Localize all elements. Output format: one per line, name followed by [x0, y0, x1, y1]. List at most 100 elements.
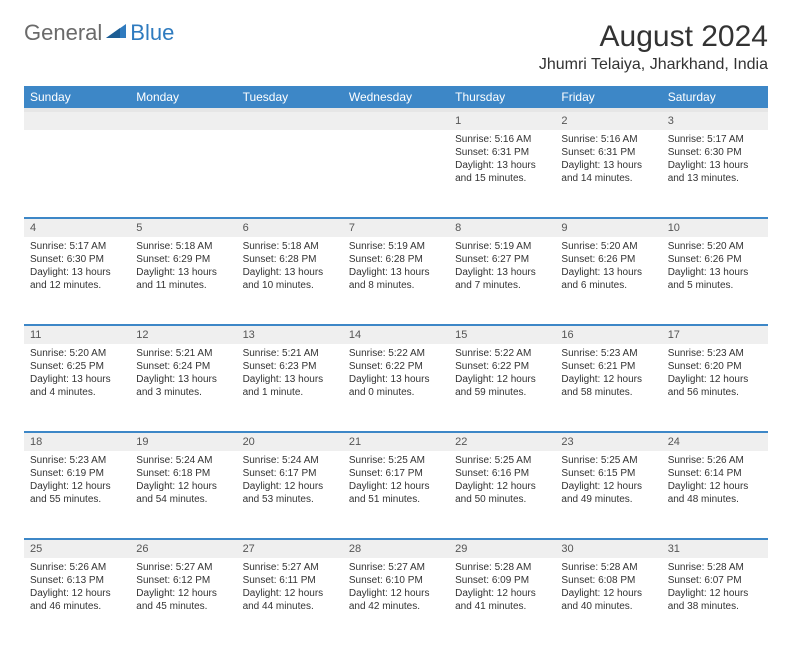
sunset-line: Sunset: 6:22 PM: [455, 360, 549, 373]
daylight-line-1: Daylight: 13 hours: [136, 373, 230, 386]
daylight-line-2: and 53 minutes.: [243, 493, 337, 506]
day-number-cell: 8: [449, 218, 555, 237]
day-cell: Sunrise: 5:18 AMSunset: 6:29 PMDaylight:…: [130, 237, 236, 325]
day-cell: Sunrise: 5:19 AMSunset: 6:27 PMDaylight:…: [449, 237, 555, 325]
day-cell: Sunrise: 5:16 AMSunset: 6:31 PMDaylight:…: [555, 130, 661, 218]
daylight-line-1: Daylight: 12 hours: [668, 480, 762, 493]
sunset-line: Sunset: 6:11 PM: [243, 574, 337, 587]
daylight-line-2: and 49 minutes.: [561, 493, 655, 506]
sunrise-line: Sunrise: 5:16 AM: [561, 133, 655, 146]
day-number-cell: 12: [130, 325, 236, 344]
day-cell-body: Sunrise: 5:23 AMSunset: 6:21 PMDaylight:…: [555, 344, 661, 405]
sunset-line: Sunset: 6:28 PM: [243, 253, 337, 266]
daylight-line-1: Daylight: 13 hours: [349, 373, 443, 386]
weekday-header: Monday: [130, 86, 236, 110]
day-cell-body: Sunrise: 5:22 AMSunset: 6:22 PMDaylight:…: [449, 344, 555, 405]
sunrise-line: Sunrise: 5:22 AM: [349, 347, 443, 360]
day-cell: Sunrise: 5:26 AMSunset: 6:13 PMDaylight:…: [24, 558, 130, 646]
day-cell: Sunrise: 5:26 AMSunset: 6:14 PMDaylight:…: [662, 451, 768, 539]
day-cell-body: Sunrise: 5:18 AMSunset: 6:28 PMDaylight:…: [237, 237, 343, 298]
daylight-line-1: Daylight: 13 hours: [136, 266, 230, 279]
day-number-cell: 26: [130, 539, 236, 558]
daylight-line-2: and 15 minutes.: [455, 172, 549, 185]
weekday-header: Sunday: [24, 86, 130, 110]
day-cell-body: Sunrise: 5:16 AMSunset: 6:31 PMDaylight:…: [555, 130, 661, 191]
day-number-cell: 10: [662, 218, 768, 237]
day-cell: Sunrise: 5:27 AMSunset: 6:12 PMDaylight:…: [130, 558, 236, 646]
sunrise-line: Sunrise: 5:17 AM: [30, 240, 124, 253]
sunrise-line: Sunrise: 5:28 AM: [455, 561, 549, 574]
day-cell: [343, 130, 449, 218]
daylight-line-2: and 5 minutes.: [668, 279, 762, 292]
day-cell-body: Sunrise: 5:28 AMSunset: 6:08 PMDaylight:…: [555, 558, 661, 619]
sunrise-line: Sunrise: 5:23 AM: [668, 347, 762, 360]
daylight-line-1: Daylight: 12 hours: [561, 587, 655, 600]
day-number-cell: [130, 110, 236, 130]
daylight-line-1: Daylight: 13 hours: [455, 159, 549, 172]
sunrise-line: Sunrise: 5:17 AM: [668, 133, 762, 146]
daylight-line-1: Daylight: 12 hours: [136, 480, 230, 493]
sunset-line: Sunset: 6:14 PM: [668, 467, 762, 480]
week-body-row: Sunrise: 5:20 AMSunset: 6:25 PMDaylight:…: [24, 344, 768, 432]
daylight-line-2: and 46 minutes.: [30, 600, 124, 613]
sunset-line: Sunset: 6:26 PM: [561, 253, 655, 266]
weekday-header: Thursday: [449, 86, 555, 110]
sunset-line: Sunset: 6:12 PM: [136, 574, 230, 587]
day-cell-body: Sunrise: 5:27 AMSunset: 6:10 PMDaylight:…: [343, 558, 449, 619]
sunset-line: Sunset: 6:21 PM: [561, 360, 655, 373]
daylight-line-2: and 51 minutes.: [349, 493, 443, 506]
day-number-cell: 22: [449, 432, 555, 451]
sunset-line: Sunset: 6:26 PM: [668, 253, 762, 266]
logo-triangle-icon: [106, 22, 128, 45]
day-number-cell: 23: [555, 432, 661, 451]
day-number-cell: [24, 110, 130, 130]
calendar-body: 123Sunrise: 5:16 AMSunset: 6:31 PMDaylig…: [24, 110, 768, 646]
day-cell-body: Sunrise: 5:26 AMSunset: 6:13 PMDaylight:…: [24, 558, 130, 619]
sunrise-line: Sunrise: 5:20 AM: [561, 240, 655, 253]
day-number-cell: 16: [555, 325, 661, 344]
day-number-cell: 15: [449, 325, 555, 344]
daylight-line-2: and 58 minutes.: [561, 386, 655, 399]
day-number-cell: 27: [237, 539, 343, 558]
daylight-line-2: and 45 minutes.: [136, 600, 230, 613]
daylight-line-1: Daylight: 12 hours: [243, 587, 337, 600]
day-cell-body: Sunrise: 5:24 AMSunset: 6:18 PMDaylight:…: [130, 451, 236, 512]
day-number-cell: 5: [130, 218, 236, 237]
daylight-line-1: Daylight: 12 hours: [561, 373, 655, 386]
daylight-line-1: Daylight: 12 hours: [30, 480, 124, 493]
sunrise-line: Sunrise: 5:25 AM: [561, 454, 655, 467]
sunrise-line: Sunrise: 5:27 AM: [136, 561, 230, 574]
week-body-row: Sunrise: 5:26 AMSunset: 6:13 PMDaylight:…: [24, 558, 768, 646]
sunset-line: Sunset: 6:08 PM: [561, 574, 655, 587]
daylight-line-1: Daylight: 13 hours: [243, 373, 337, 386]
daynum-row: 45678910: [24, 218, 768, 237]
day-cell: [130, 130, 236, 218]
day-cell: Sunrise: 5:23 AMSunset: 6:20 PMDaylight:…: [662, 344, 768, 432]
sunset-line: Sunset: 6:22 PM: [349, 360, 443, 373]
daylight-line-2: and 11 minutes.: [136, 279, 230, 292]
day-number-cell: [343, 110, 449, 130]
day-cell: Sunrise: 5:21 AMSunset: 6:23 PMDaylight:…: [237, 344, 343, 432]
daylight-line-2: and 14 minutes.: [561, 172, 655, 185]
day-cell-body: Sunrise: 5:16 AMSunset: 6:31 PMDaylight:…: [449, 130, 555, 191]
daylight-line-2: and 8 minutes.: [349, 279, 443, 292]
day-number-cell: 1: [449, 110, 555, 130]
daylight-line-1: Daylight: 13 hours: [243, 266, 337, 279]
daylight-line-1: Daylight: 12 hours: [136, 587, 230, 600]
day-number-cell: 18: [24, 432, 130, 451]
daylight-line-1: Daylight: 12 hours: [668, 373, 762, 386]
sunrise-line: Sunrise: 5:21 AM: [136, 347, 230, 360]
daynum-row: 123: [24, 110, 768, 130]
day-number-cell: [237, 110, 343, 130]
daylight-line-1: Daylight: 12 hours: [455, 587, 549, 600]
day-cell: Sunrise: 5:25 AMSunset: 6:16 PMDaylight:…: [449, 451, 555, 539]
sunset-line: Sunset: 6:13 PM: [30, 574, 124, 587]
daynum-row: 11121314151617: [24, 325, 768, 344]
sunset-line: Sunset: 6:17 PM: [243, 467, 337, 480]
sunrise-line: Sunrise: 5:21 AM: [243, 347, 337, 360]
day-cell-body: Sunrise: 5:19 AMSunset: 6:27 PMDaylight:…: [449, 237, 555, 298]
day-number-cell: 14: [343, 325, 449, 344]
day-cell: Sunrise: 5:20 AMSunset: 6:26 PMDaylight:…: [662, 237, 768, 325]
daylight-line-1: Daylight: 13 hours: [349, 266, 443, 279]
daylight-line-2: and 42 minutes.: [349, 600, 443, 613]
